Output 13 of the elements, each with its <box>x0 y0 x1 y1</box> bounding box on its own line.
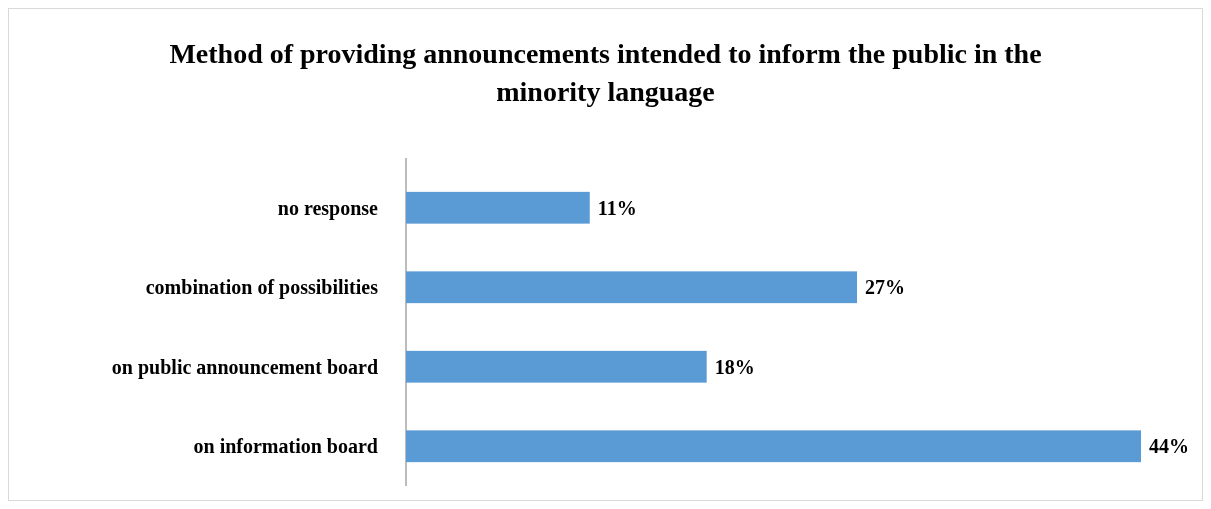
data-label: 27% <box>865 276 906 299</box>
y-tick-label: on information board <box>193 435 378 458</box>
data-label: 18% <box>714 355 755 378</box>
bar <box>406 430 1141 463</box>
y-tick-label: no response <box>277 196 379 220</box>
data-label: 11% <box>597 196 637 219</box>
data-label: 44% <box>1149 435 1189 458</box>
bar <box>406 271 858 304</box>
chart-title: Method of providing announcements intended to inform the public in the minority language <box>169 38 1042 107</box>
y-tick-label: combination of possibilities <box>145 276 379 300</box>
bar <box>406 191 590 224</box>
bar <box>406 350 707 383</box>
y-tick-label: on public announcement board <box>111 355 378 379</box>
